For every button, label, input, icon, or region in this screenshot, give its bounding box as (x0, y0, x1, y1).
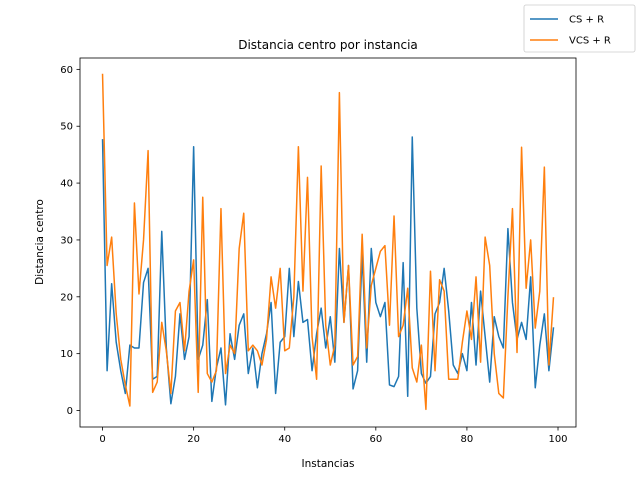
x-tick-label: 20 (187, 434, 200, 445)
plot-frame (79, 57, 577, 428)
y-axis-label: Distancia centro (34, 199, 46, 285)
x-tick-label: 80 (461, 434, 474, 445)
y-tick-label: 60 (60, 65, 73, 76)
y-tick-label: 0 (67, 406, 73, 417)
series-line-2 (101, 73, 555, 411)
legend-label: CS + R (569, 15, 604, 26)
y-tick-label: 50 (60, 122, 73, 133)
chart-title: Distancia centro por instancia (238, 38, 418, 52)
x-tick-label: 100 (548, 434, 567, 445)
y-tick-label: 20 (60, 292, 73, 303)
x-axis: 0 20 40 60 80 100 (99, 427, 568, 445)
x-axis-label: Instancias (301, 458, 354, 470)
x-tick-label: 40 (278, 434, 291, 445)
x-tick-label: 60 (369, 434, 382, 445)
plot-area (101, 73, 555, 411)
y-axis: 0 10 20 30 40 50 60 (60, 65, 80, 417)
x-tick-label: 0 (99, 434, 105, 445)
y-tick-label: 40 (60, 179, 73, 190)
y-tick-label: 30 (60, 235, 73, 246)
legend: CS + R VCS + R (523, 4, 636, 53)
y-tick-label: 10 (60, 349, 73, 360)
legend-label: VCS + R (569, 36, 611, 47)
